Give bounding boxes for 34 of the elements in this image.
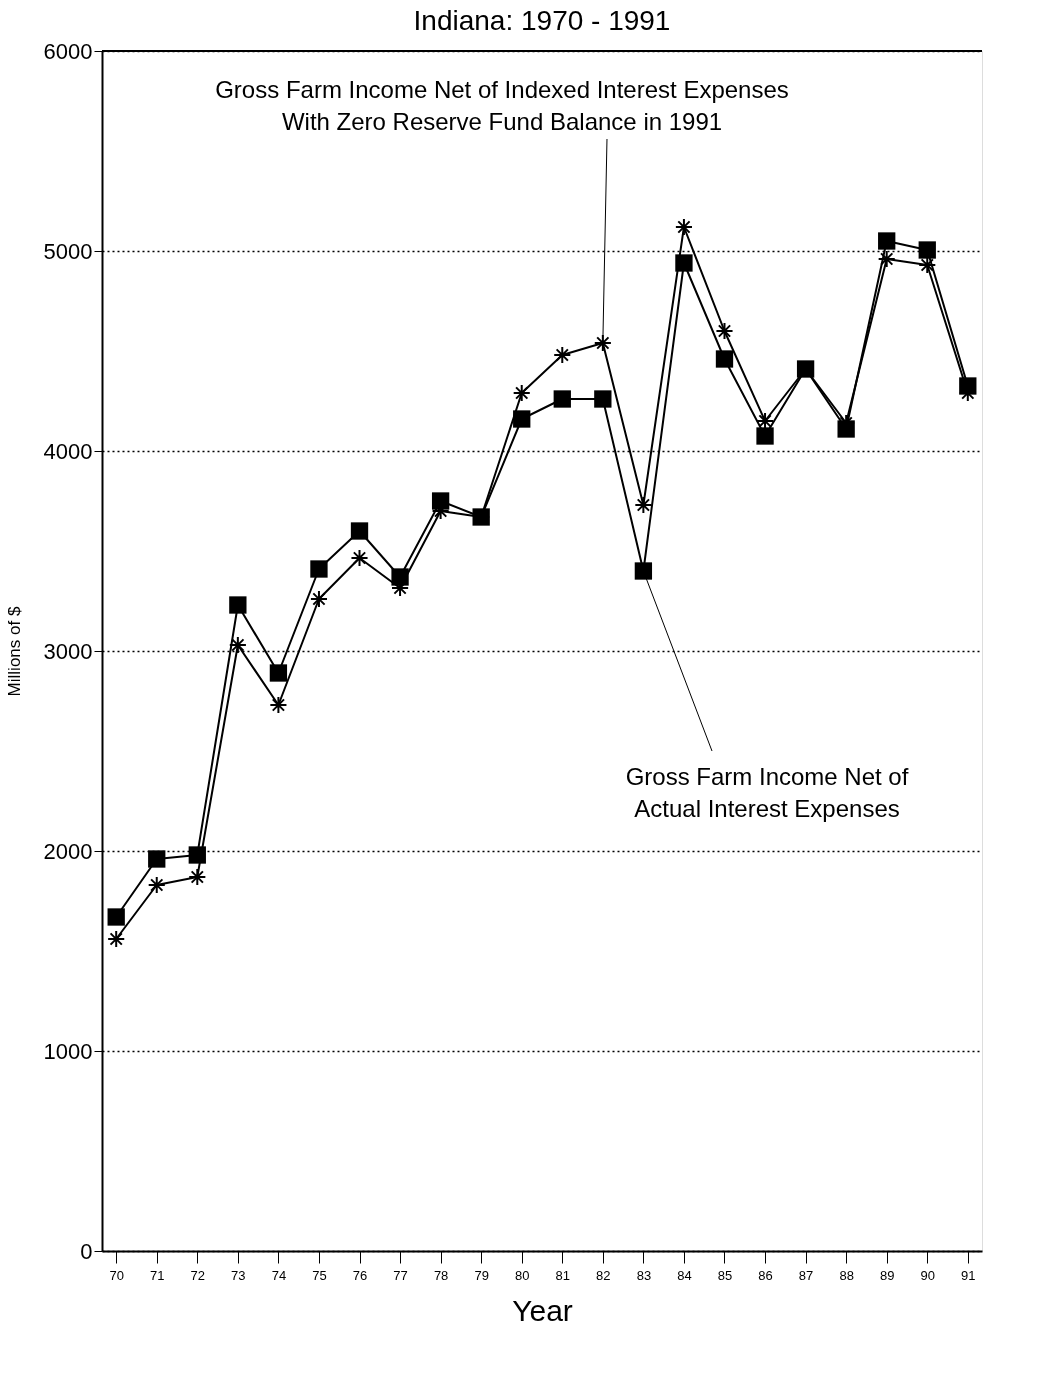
x-axis-title: Year <box>512 1293 573 1327</box>
x-tick-label: 80 <box>514 1267 530 1283</box>
chart-title: Indiana: 1970 - 1991 <box>413 5 671 36</box>
x-tick-label: 81 <box>555 1267 571 1283</box>
x-tick-label: 83 <box>636 1267 652 1283</box>
x-tick-label: 70 <box>109 1267 124 1283</box>
x-tick-label: 84 <box>677 1267 692 1283</box>
x-tick-label: 85 <box>717 1267 733 1283</box>
x-tick-label: 88 <box>839 1267 854 1283</box>
y-tick-label: 3000 <box>43 638 93 664</box>
y-tick-label: 0 <box>80 1238 93 1264</box>
annotation: Gross Farm Income Net of Actual Interest Expenses <box>625 763 909 822</box>
x-tick-label: 77 <box>393 1267 408 1283</box>
x-tick-label: 73 <box>231 1267 246 1283</box>
x-tick-label: 90 <box>920 1267 935 1283</box>
x-tick-label: 86 <box>758 1267 773 1283</box>
y-axis-title: Millions of $ <box>4 606 24 697</box>
y-tick-label: 5000 <box>43 238 93 264</box>
x-tick-label: 89 <box>879 1267 895 1283</box>
x-tick-label: 78 <box>433 1267 449 1283</box>
x-tick-label: 75 <box>312 1267 327 1283</box>
y-tick-label: 6000 <box>43 38 93 64</box>
y-tick-label: 4000 <box>43 438 93 464</box>
x-tick-label: 71 <box>150 1267 165 1283</box>
x-tick-label: 74 <box>271 1267 287 1283</box>
y-tick-label: 2000 <box>43 838 93 864</box>
annotation: Gross Farm Income Net of Indexed Interest Expenses With Zero Reserve Fund Balance in 1991 <box>215 76 789 135</box>
x-tick-label: 76 <box>352 1267 368 1283</box>
x-tick-label: 91 <box>961 1267 976 1283</box>
y-tick-label: 1000 <box>43 1038 93 1064</box>
x-tick-label: 82 <box>596 1267 611 1283</box>
x-tick-label: 79 <box>474 1267 489 1283</box>
x-tick-label: 72 <box>190 1267 206 1283</box>
x-tick-label: 87 <box>798 1267 814 1283</box>
